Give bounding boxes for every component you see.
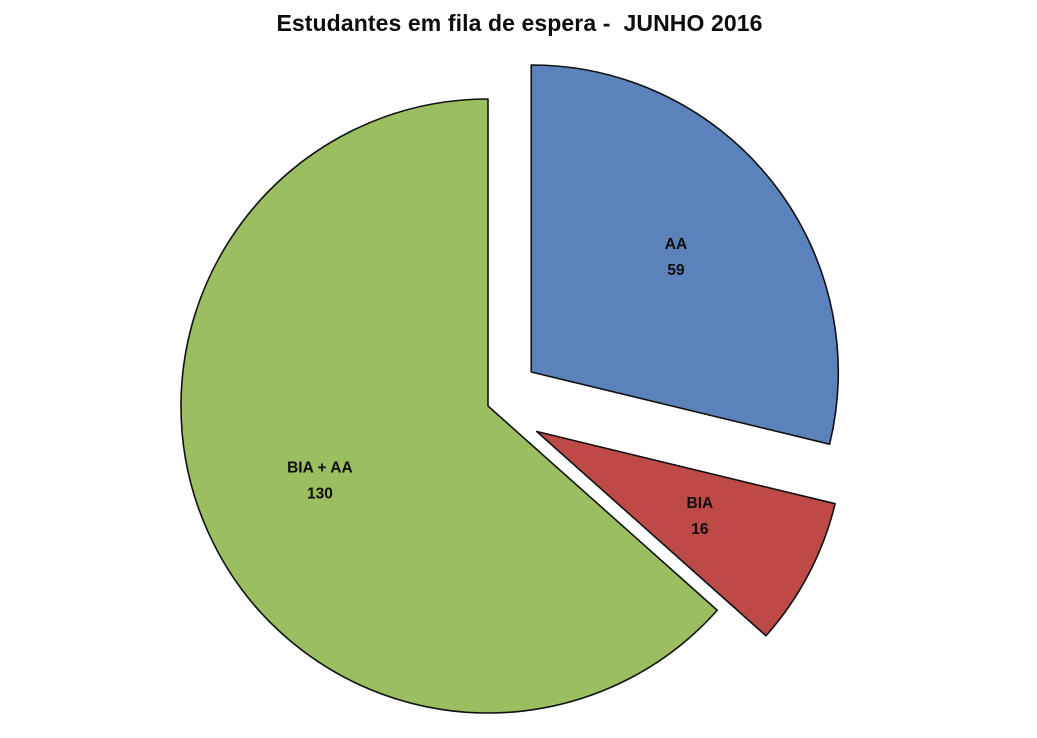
pie-slice-group-bia-aa[interactable]: BIA + AA 130: [180, 98, 719, 714]
pie-slice-label-bia: BIA: [687, 495, 714, 512]
pie-slice-label-bia-aa: BIA + AA: [287, 459, 353, 476]
pie-slice-group-aa[interactable]: AA 59: [530, 64, 840, 445]
pie-slice-value-bia-aa: 130: [307, 485, 333, 502]
pie-slice-bia-aa[interactable]: [180, 98, 719, 714]
pie-slice-label-aa: AA: [665, 236, 687, 253]
chart-title: Estudantes em fila de espera - JUNHO 201…: [276, 10, 763, 36]
pie-slice-bia[interactable]: [535, 430, 836, 637]
pie-slice-value-bia: 16: [691, 521, 709, 538]
pie-slice-value-aa: 59: [667, 262, 685, 279]
pie-slice-group-bia[interactable]: BIA 16: [535, 430, 836, 637]
pie-slice-aa[interactable]: [530, 64, 840, 445]
